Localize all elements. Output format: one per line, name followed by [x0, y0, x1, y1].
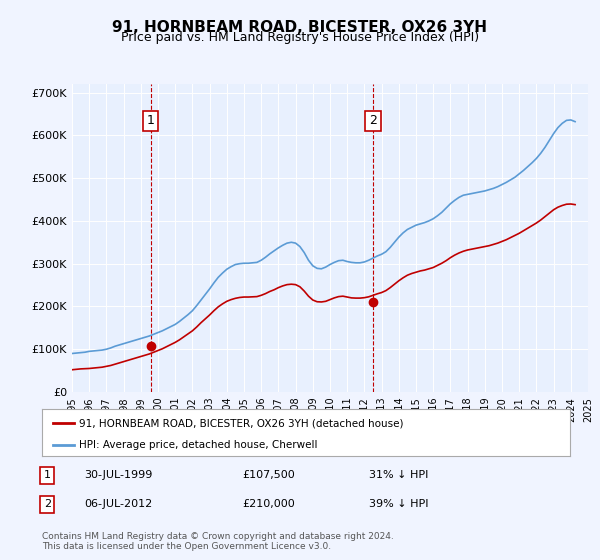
Text: 91, HORNBEAM ROAD, BICESTER, OX26 3YH (detached house): 91, HORNBEAM ROAD, BICESTER, OX26 3YH (d… — [79, 418, 403, 428]
Text: 91, HORNBEAM ROAD, BICESTER, OX26 3YH: 91, HORNBEAM ROAD, BICESTER, OX26 3YH — [113, 20, 487, 35]
Text: HPI: Average price, detached house, Cherwell: HPI: Average price, detached house, Cher… — [79, 440, 317, 450]
Text: 1: 1 — [44, 470, 51, 480]
Text: 1: 1 — [147, 114, 155, 128]
Text: 2: 2 — [369, 114, 377, 128]
Text: 2: 2 — [44, 500, 51, 509]
Text: 39% ↓ HPI: 39% ↓ HPI — [370, 500, 429, 509]
Text: Price paid vs. HM Land Registry's House Price Index (HPI): Price paid vs. HM Land Registry's House … — [121, 31, 479, 44]
Text: 30-JUL-1999: 30-JUL-1999 — [84, 470, 152, 480]
Text: £107,500: £107,500 — [242, 470, 295, 480]
Text: 31% ↓ HPI: 31% ↓ HPI — [370, 470, 429, 480]
Text: 06-JUL-2012: 06-JUL-2012 — [84, 500, 152, 509]
Text: £210,000: £210,000 — [242, 500, 295, 509]
Text: Contains HM Land Registry data © Crown copyright and database right 2024.
This d: Contains HM Land Registry data © Crown c… — [42, 532, 394, 552]
